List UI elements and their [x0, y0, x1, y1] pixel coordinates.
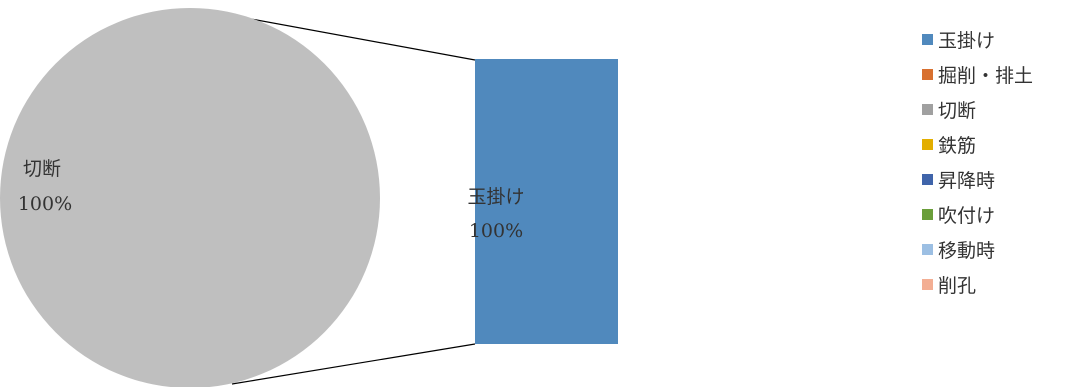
connector-line-bottom [231, 343, 476, 385]
legend-label: 吹付け [938, 205, 996, 227]
legend-label: 削孔 [938, 275, 977, 297]
legend-swatch [922, 209, 933, 220]
bar-label-name: 玉掛け [467, 186, 524, 208]
legend-label: 玉掛け [938, 30, 996, 52]
legend-label: 掘削・排土 [938, 65, 1034, 87]
bar-label-percent: 100% [469, 220, 523, 242]
pie-slice-0 [0, 8, 380, 387]
pie-label-percent: 100% [18, 193, 72, 215]
legend-item-tamakake: 玉掛け [922, 22, 1087, 57]
legend-label: 切断 [938, 100, 977, 122]
legend-swatch [922, 174, 933, 185]
legend-item-fukitsuke: 吹付け [922, 197, 1087, 232]
legend-label: 鉄筋 [938, 135, 977, 157]
legend-item-setsudan: 切断 [922, 92, 1087, 127]
legend-item-sakkou: 削孔 [922, 267, 1087, 302]
legend-item-kussaku: 掘削・排土 [922, 57, 1087, 92]
legend-item-shoukou: 昇降時 [922, 162, 1087, 197]
legend-swatch [922, 244, 933, 255]
legend: 玉掛け 掘削・排土 切断 鉄筋 昇降時 吹付け 移動時 削孔 [922, 22, 1087, 302]
legend-swatch [922, 279, 933, 290]
legend-label: 移動時 [938, 240, 996, 262]
legend-swatch [922, 139, 933, 150]
legend-item-idou: 移動時 [922, 232, 1087, 267]
pie-label-name: 切断 [23, 158, 61, 180]
legend-swatch [922, 34, 933, 45]
connector-line-top [223, 13, 476, 61]
legend-swatch [922, 104, 933, 115]
bar-segment-0 [475, 59, 618, 344]
legend-swatch [922, 69, 933, 80]
legend-item-tekkin: 鉄筋 [922, 127, 1087, 162]
legend-label: 昇降時 [938, 170, 996, 192]
